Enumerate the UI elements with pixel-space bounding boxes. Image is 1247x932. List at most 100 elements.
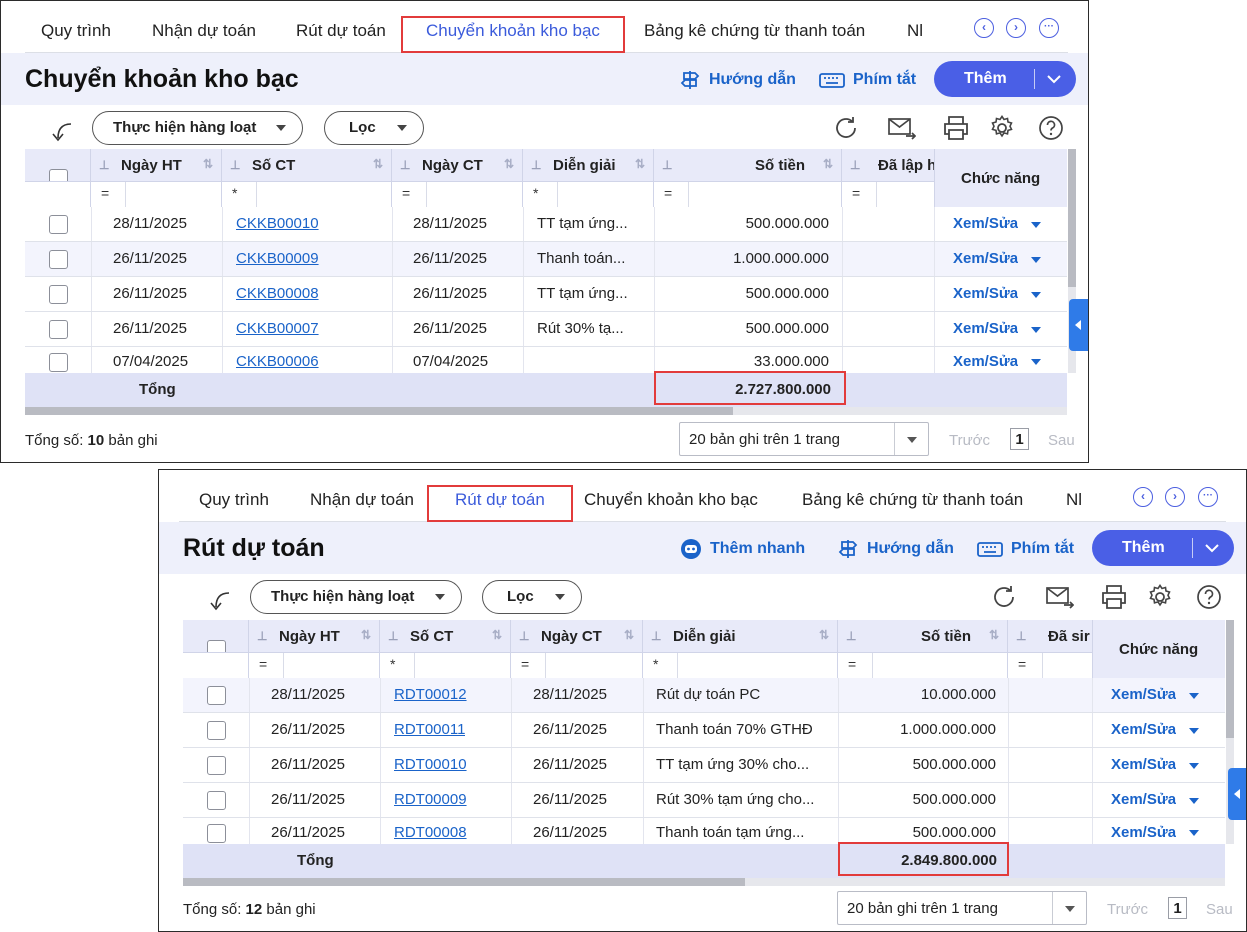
horizontal-scrollbar[interactable] [25, 407, 1067, 415]
view-edit-link[interactable]: Xem/Sửa [1111, 756, 1177, 773]
sort-icon[interactable]: ⇅ [623, 628, 634, 642]
pin-icon[interactable]: ⊥ [1016, 629, 1027, 643]
page-size-select[interactable]: 20 bản ghi trên 1 trang [837, 891, 1087, 925]
filter-op[interactable]: = [848, 656, 857, 672]
filter-op[interactable]: = [259, 656, 268, 672]
cell-so-ct-link[interactable]: CKKB00007 [236, 320, 319, 337]
tab-nl[interactable]: Nl [1066, 490, 1083, 509]
tab-rut-du-toan[interactable]: Rút dự toán [455, 490, 545, 509]
guide-button[interactable]: Hướng dẫn [837, 538, 954, 560]
action-dropdown-icon[interactable] [1031, 257, 1041, 263]
filter-op[interactable]: = [402, 185, 411, 201]
side-panel-toggle[interactable] [1069, 299, 1088, 351]
chevron-down-icon[interactable] [894, 423, 928, 455]
cell-so-ct-link[interactable]: RDT00011 [394, 721, 466, 738]
col-dien-giai[interactable]: ⊥ Diễn giải ⇅ [523, 149, 654, 181]
pin-icon[interactable]: ⊥ [257, 629, 268, 643]
help-icon[interactable] [1196, 584, 1222, 610]
view-edit-link[interactable]: Xem/Sửa [953, 353, 1019, 370]
tab-nhan-du-toan[interactable]: Nhận dự toán [152, 21, 257, 40]
view-edit-link[interactable]: Xem/Sửa [1111, 686, 1177, 703]
pin-icon[interactable]: ⊥ [230, 158, 241, 172]
filter-dropdown[interactable]: Lọc [324, 111, 424, 145]
print-icon[interactable] [943, 115, 969, 141]
col-so-tien[interactable]: ⊥ Số tiền ⇅ [654, 149, 842, 181]
table-row[interactable]: 26/11/2025 RDT00009 26/11/2025 Rút 30% t… [183, 783, 1225, 818]
table-row[interactable]: 26/11/2025 CKKB00007 26/11/2025 Rút 30% … [25, 312, 1067, 347]
row-checkbox[interactable] [49, 285, 68, 304]
refresh-icon[interactable] [833, 115, 859, 141]
cell-so-ct-link[interactable]: CKKB00008 [236, 285, 319, 302]
row-checkbox[interactable] [49, 320, 68, 339]
table-row[interactable]: 28/11/2025 RDT00012 28/11/2025 Rút dự to… [183, 678, 1225, 713]
cell-so-ct-link[interactable]: CKKB00006 [236, 353, 319, 370]
add-button[interactable]: Thêm [934, 61, 1076, 97]
filter-ngay-ct[interactable]: = [511, 652, 643, 678]
action-dropdown-icon[interactable] [1189, 830, 1199, 836]
filter-op[interactable]: = [521, 656, 530, 672]
filter-so-ct[interactable]: * [380, 652, 511, 678]
row-checkbox[interactable] [207, 686, 226, 705]
email-send-icon[interactable] [888, 115, 916, 141]
email-send-icon[interactable] [1046, 584, 1074, 610]
pin-icon[interactable]: ⊥ [662, 158, 673, 172]
pin-icon[interactable]: ⊥ [400, 158, 411, 172]
action-dropdown-icon[interactable] [1189, 728, 1199, 734]
gear-icon[interactable] [1147, 584, 1173, 610]
chevron-down-icon[interactable] [1044, 69, 1064, 89]
cell-so-ct-link[interactable]: CKKB00009 [236, 250, 319, 267]
pin-icon[interactable]: ⊥ [846, 629, 857, 643]
filter-da-sinh[interactable]: = [1008, 652, 1092, 678]
tab-quy-trinh[interactable]: Quy trình [199, 490, 269, 509]
table-row[interactable]: 28/11/2025 CKKB00010 28/11/2025 TT tạm ứ… [25, 207, 1067, 242]
view-edit-link[interactable]: Xem/Sửa [953, 320, 1019, 337]
col-da-lap[interactable]: ⊥ Đã lập h [842, 149, 934, 181]
shortcut-button[interactable]: Phím tắt [819, 69, 916, 91]
action-dropdown-icon[interactable] [1031, 292, 1041, 298]
view-edit-link[interactable]: Xem/Sửa [953, 250, 1019, 267]
filter-ngay-ht[interactable]: = [91, 181, 222, 207]
table-row[interactable]: 26/11/2025 RDT00011 26/11/2025 Thanh toá… [183, 713, 1225, 748]
scroll-thumb[interactable] [183, 878, 745, 886]
tab-nl[interactable]: Nl [907, 21, 924, 40]
tab-next-icon[interactable]: › [1165, 487, 1185, 507]
row-checkbox[interactable] [207, 824, 226, 843]
tab-bang-ke[interactable]: Bảng kê chứng từ thanh toán [644, 21, 866, 40]
next-page-button[interactable]: Sau [1048, 432, 1075, 449]
action-dropdown-icon[interactable] [1031, 327, 1041, 333]
cell-so-ct-link[interactable]: RDT00012 [394, 686, 467, 703]
action-dropdown-icon[interactable] [1189, 798, 1199, 804]
tab-bang-ke[interactable]: Bảng kê chứng từ thanh toán [802, 490, 1024, 509]
sort-icon[interactable]: ⇅ [818, 628, 829, 642]
view-edit-link[interactable]: Xem/Sửa [1111, 824, 1177, 841]
chevron-down-icon[interactable] [1202, 538, 1222, 558]
filter-so-ct[interactable]: * [222, 181, 392, 207]
table-row[interactable]: 26/11/2025 CKKB00008 26/11/2025 TT tạm ứ… [25, 277, 1067, 312]
bulk-action-dropdown[interactable]: Thực hiện hàng loạt [92, 111, 303, 145]
col-da-sinh[interactable]: ⊥ Đã sir [1008, 620, 1092, 652]
filter-dien-giai[interactable]: * [523, 181, 654, 207]
view-edit-link[interactable]: Xem/Sửa [953, 215, 1019, 232]
filter-so-tien[interactable]: = [838, 652, 1008, 678]
col-ngay-ct[interactable]: ⊥ Ngày CT ⇅ [392, 149, 523, 181]
table-row[interactable]: 26/11/2025 RDT00008 26/11/2025 Thanh toá… [183, 818, 1225, 844]
sort-icon[interactable]: ⇅ [360, 628, 371, 642]
collapse-arrow-icon[interactable] [209, 590, 233, 616]
col-ngay-ct[interactable]: ⊥ Ngày CT ⇅ [511, 620, 643, 652]
bulk-action-dropdown[interactable]: Thực hiện hàng loạt [250, 580, 462, 614]
pin-icon[interactable]: ⊥ [531, 158, 542, 172]
table-row[interactable]: 07/04/2025 CKKB00006 07/04/2025 33.000.0… [25, 347, 1067, 373]
cell-so-ct-link[interactable]: RDT00010 [394, 756, 467, 773]
col-ngay-ht[interactable]: ⊥ Ngày HT ⇅ [91, 149, 222, 181]
filter-op[interactable]: * [232, 185, 238, 201]
sort-icon[interactable]: ⇅ [822, 157, 833, 171]
action-dropdown-icon[interactable] [1031, 222, 1041, 228]
scroll-thumb[interactable] [1068, 149, 1076, 287]
add-button[interactable]: Thêm [1092, 530, 1234, 566]
cell-so-ct-link[interactable]: CKKB00010 [236, 215, 319, 232]
next-page-button[interactable]: Sau [1206, 901, 1233, 918]
action-dropdown-icon[interactable] [1189, 693, 1199, 699]
filter-ngay-ht[interactable]: = [249, 652, 380, 678]
filter-dien-giai[interactable]: * [643, 652, 838, 678]
cell-so-ct-link[interactable]: RDT00008 [394, 824, 467, 841]
